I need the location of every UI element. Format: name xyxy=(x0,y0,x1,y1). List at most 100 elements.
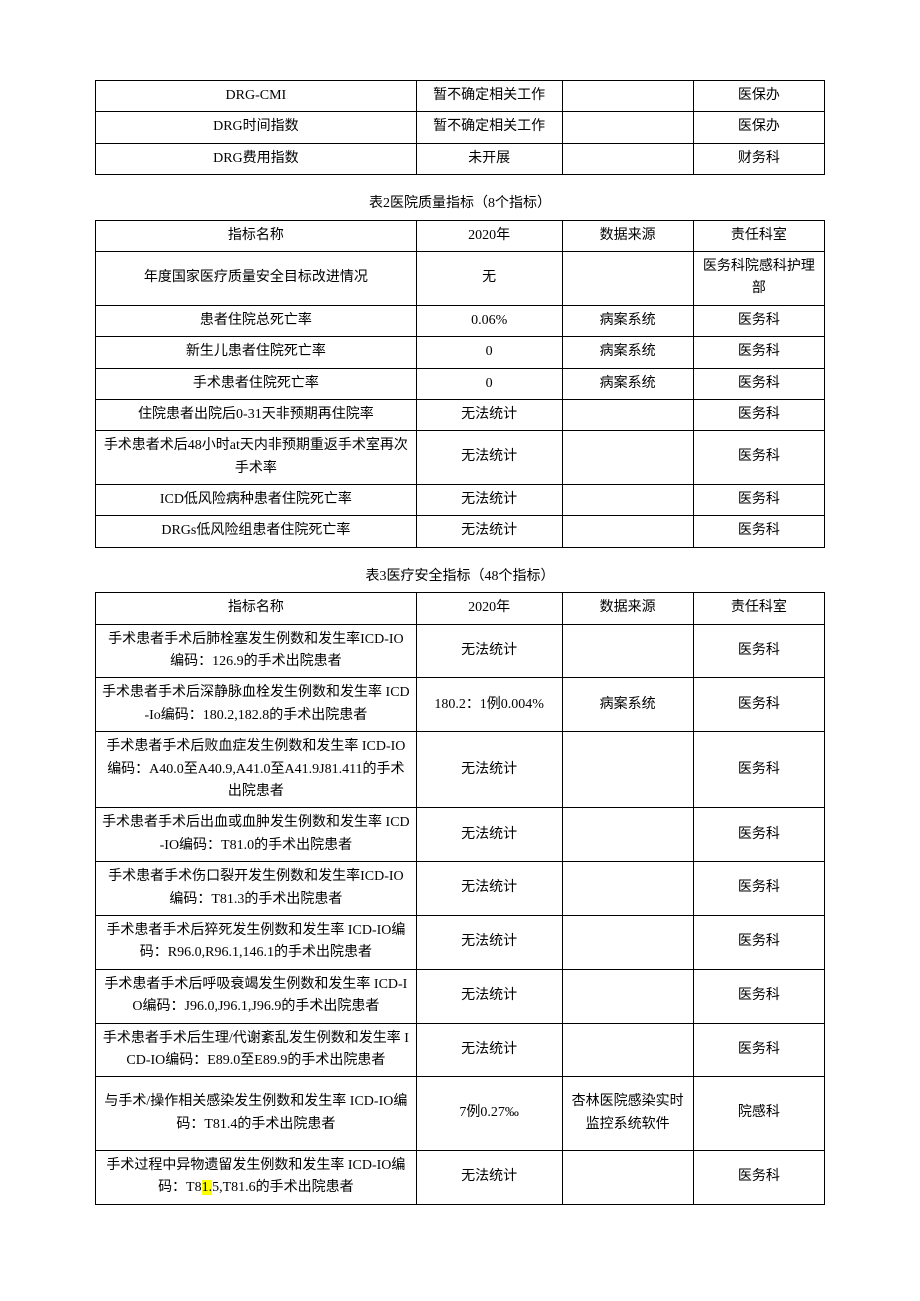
cell-dept: 医务科 xyxy=(693,485,824,516)
header-dept: 责任科室 xyxy=(693,220,824,251)
cell-src: 杏林医院感染实时监控系统软件 xyxy=(562,1077,693,1151)
cell-dept: 医务科 xyxy=(693,969,824,1023)
cell-year: 0 xyxy=(416,337,562,368)
cell-src xyxy=(562,862,693,916)
cell-dept: 院感科 xyxy=(693,1077,824,1151)
cell-year: 无法统计 xyxy=(416,399,562,430)
header-year: 2020年 xyxy=(416,593,562,624)
cell-name: 与手术/操作相关感染发生例数和发生率 ICD-IO编码：T81.4的手术出院患者 xyxy=(96,1077,417,1151)
cell-name: ICD低风险病种患者住院死亡率 xyxy=(96,485,417,516)
table-row: 手术患者手术后败血症发生例数和发生率 ICD-IO编码：A40.0至A40.9,… xyxy=(96,732,825,808)
cell-year: 无法统计 xyxy=(416,862,562,916)
cell-src xyxy=(562,399,693,430)
cell-src xyxy=(562,732,693,808)
cell-dept: 医务科 xyxy=(693,305,824,336)
cell-src xyxy=(562,969,693,1023)
cell-src: 病案系统 xyxy=(562,305,693,336)
cell-src xyxy=(562,143,693,174)
header-year: 2020年 xyxy=(416,220,562,251)
cell-name: 手术患者手术后生理/代谢紊乱发生例数和发生率 ICD-IO编码：E89.0至E8… xyxy=(96,1023,417,1077)
cell-name: 新生儿患者住院死亡率 xyxy=(96,337,417,368)
table-row: DRG-CMI 暂不确定相关工作 医保办 xyxy=(96,81,825,112)
cell-dept: 财务科 xyxy=(693,143,824,174)
cell-year: 无法统计 xyxy=(416,1023,562,1077)
table-row: 新生儿患者住院死亡率 0 病案系统 医务科 xyxy=(96,337,825,368)
cell-name: DRG费用指数 xyxy=(96,143,417,174)
cell-dept: 医务科 xyxy=(693,732,824,808)
cell-src xyxy=(562,516,693,547)
table-2-caption: 表2医院质量指标（8个指标） xyxy=(95,193,825,215)
cell-src xyxy=(562,1023,693,1077)
cell-dept: 医务科院感科护理部 xyxy=(693,251,824,305)
cell-year: 无法统计 xyxy=(416,431,562,485)
cell-name: 手术过程中异物遗留发生例数和发生率 ICD-IO编码：T81.5,T81.6的手… xyxy=(96,1151,417,1205)
table-row: 住院患者出院后0-31天非预期再住院率 无法统计 医务科 xyxy=(96,399,825,430)
table-header-row: 指标名称 2020年 数据来源 责任科室 xyxy=(96,593,825,624)
header-src: 数据来源 xyxy=(562,220,693,251)
cell-src xyxy=(562,431,693,485)
table-row: DRG时间指数 暂不确定相关工作 医保办 xyxy=(96,112,825,143)
cell-name: 年度国家医疗质量安全目标改进情况 xyxy=(96,251,417,305)
cell-year: 0.06% xyxy=(416,305,562,336)
cell-year: 未开展 xyxy=(416,143,562,174)
cell-name: 手术患者手术后深静脉血栓发生例数和发生率 ICD-Io编码：180.2,182.… xyxy=(96,678,417,732)
cell-year: 无法统计 xyxy=(416,485,562,516)
table-row: DRGs低风险组患者住院死亡率 无法统计 医务科 xyxy=(96,516,825,547)
cell-year: 无 xyxy=(416,251,562,305)
cell-dept: 医务科 xyxy=(693,862,824,916)
table-row: ICD低风险病种患者住院死亡率 无法统计 医务科 xyxy=(96,485,825,516)
cell-dept: 医务科 xyxy=(693,808,824,862)
cell-dept: 医保办 xyxy=(693,81,824,112)
table-row: 手术患者手术后猝死发生例数和发生率 ICD-IO编码：R96.0,R96.1,1… xyxy=(96,915,825,969)
cell-name: DRG时间指数 xyxy=(96,112,417,143)
table-row: 手术患者住院死亡率 0 病案系统 医务科 xyxy=(96,368,825,399)
table-row: 与手术/操作相关感染发生例数和发生率 ICD-IO编码：T81.4的手术出院患者… xyxy=(96,1077,825,1151)
cell-name: 手术患者术后48小时at天内非预期重返手术室再次手术率 xyxy=(96,431,417,485)
header-dept: 责任科室 xyxy=(693,593,824,624)
cell-year: 无法统计 xyxy=(416,1151,562,1205)
cell-name: DRG-CMI xyxy=(96,81,417,112)
cell-dept: 医务科 xyxy=(693,368,824,399)
table-row: 手术患者手术伤口裂开发生例数和发生率ICD-IO编码：T81.3的手术出院患者 … xyxy=(96,862,825,916)
cell-dept: 医务科 xyxy=(693,624,824,678)
cell-dept: 医务科 xyxy=(693,516,824,547)
cell-dept: 医务科 xyxy=(693,678,824,732)
table-row: 手术患者手术后出血或血肿发生例数和发生率 ICD-IO编码：T81.0的手术出院… xyxy=(96,808,825,862)
header-name: 指标名称 xyxy=(96,220,417,251)
cell-dept: 医务科 xyxy=(693,399,824,430)
cell-name: 手术患者住院死亡率 xyxy=(96,368,417,399)
cell-dept: 医务科 xyxy=(693,915,824,969)
cell-year: 7例0.27‰ xyxy=(416,1077,562,1151)
cell-year: 无法统计 xyxy=(416,915,562,969)
cell-year: 0 xyxy=(416,368,562,399)
cell-name: 手术患者手术后猝死发生例数和发生率 ICD-IO编码：R96.0,R96.1,1… xyxy=(96,915,417,969)
table-3: 指标名称 2020年 数据来源 责任科室 手术患者手术后肺栓塞发生例数和发生率I… xyxy=(95,592,825,1205)
cell-src: 病案系统 xyxy=(562,678,693,732)
cell-dept: 医务科 xyxy=(693,431,824,485)
cell-year: 180.2：1例0.004% xyxy=(416,678,562,732)
table-3-caption: 表3医疗安全指标（48个指标） xyxy=(95,566,825,588)
table-row: 患者住院总死亡率 0.06% 病案系统 医务科 xyxy=(96,305,825,336)
table-1-body: DRG-CMI 暂不确定相关工作 医保办 DRG时间指数 暂不确定相关工作 医保… xyxy=(96,81,825,175)
cell-name: 住院患者出院后0-31天非预期再住院率 xyxy=(96,399,417,430)
table-row: 手术患者术后48小时at天内非预期重返手术室再次手术率 无法统计 医务科 xyxy=(96,431,825,485)
cell-dept: 医务科 xyxy=(693,1023,824,1077)
cell-name: 手术患者手术伤口裂开发生例数和发生率ICD-IO编码：T81.3的手术出院患者 xyxy=(96,862,417,916)
cell-year: 无法统计 xyxy=(416,808,562,862)
table-header-row: 指标名称 2020年 数据来源 责任科室 xyxy=(96,220,825,251)
cell-year: 无法统计 xyxy=(416,516,562,547)
cell-name: 手术患者手术后败血症发生例数和发生率 ICD-IO编码：A40.0至A40.9,… xyxy=(96,732,417,808)
cell-src xyxy=(562,1151,693,1205)
cell-src xyxy=(562,251,693,305)
cell-year: 暂不确定相关工作 xyxy=(416,81,562,112)
table-row: 手术患者手术后肺栓塞发生例数和发生率ICD-IO编码：126.9的手术出院患者 … xyxy=(96,624,825,678)
cell-src xyxy=(562,485,693,516)
cell-src xyxy=(562,808,693,862)
cell-src xyxy=(562,915,693,969)
cell-src xyxy=(562,112,693,143)
cell-dept: 医务科 xyxy=(693,337,824,368)
cell-name: 患者住院总死亡率 xyxy=(96,305,417,336)
table-row: 手术过程中异物遗留发生例数和发生率 ICD-IO编码：T81.5,T81.6的手… xyxy=(96,1151,825,1205)
table-row: 手术患者手术后生理/代谢紊乱发生例数和发生率 ICD-IO编码：E89.0至E8… xyxy=(96,1023,825,1077)
table-row: 手术患者手术后呼吸衰竭发生例数和发生率 ICD-IO编码：J96.0,J96.1… xyxy=(96,969,825,1023)
